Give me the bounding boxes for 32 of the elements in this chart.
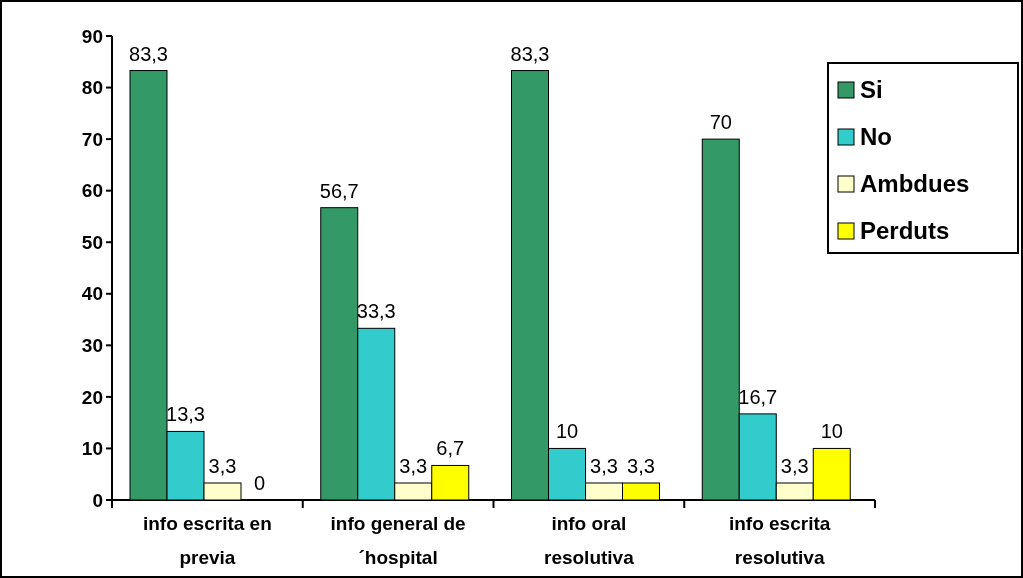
y-tick-label: 80 bbox=[81, 77, 103, 99]
data-label: 13,3 bbox=[166, 403, 205, 426]
legend-label: Perduts bbox=[860, 217, 950, 245]
data-label: 10 bbox=[555, 420, 579, 443]
data-label: 6,7 bbox=[436, 437, 465, 460]
legend-label: Ambdues bbox=[860, 170, 970, 198]
data-label: 70 bbox=[709, 111, 732, 134]
data-label: 56,7 bbox=[319, 179, 359, 202]
x-tick-label: info escrita en previa bbox=[142, 513, 272, 568]
x-tick-label: info escrita resolutiva bbox=[728, 513, 831, 568]
y-tick-label: 50 bbox=[81, 231, 103, 253]
data-label: 83,3 bbox=[510, 42, 550, 65]
legend-label: No bbox=[860, 123, 892, 151]
y-tick-label: 40 bbox=[81, 283, 103, 305]
data-label: 0 bbox=[253, 472, 266, 494]
data-label: 3,3 bbox=[590, 454, 618, 477]
data-label: 10 bbox=[820, 420, 843, 443]
data-label: 83,3 bbox=[129, 42, 168, 65]
y-tick-label: 10 bbox=[81, 438, 103, 460]
x-tick-label: info general de ´hospital bbox=[330, 513, 466, 568]
y-tick-label: 0 bbox=[92, 489, 103, 511]
data-label: 3,3 bbox=[627, 454, 655, 477]
y-tick-label: 90 bbox=[81, 25, 103, 47]
y-tick-label: 20 bbox=[81, 386, 103, 408]
y-tick-label: 70 bbox=[81, 128, 103, 150]
legend-label: Si bbox=[860, 76, 883, 104]
y-tick-label: 30 bbox=[81, 334, 103, 356]
y-tick-label: 60 bbox=[81, 180, 103, 202]
data-label: 3,3 bbox=[780, 454, 809, 477]
data-label: 3,3 bbox=[399, 454, 428, 477]
x-tick-label: info oral resolutiva bbox=[543, 513, 635, 568]
data-label: 3,3 bbox=[208, 454, 237, 477]
